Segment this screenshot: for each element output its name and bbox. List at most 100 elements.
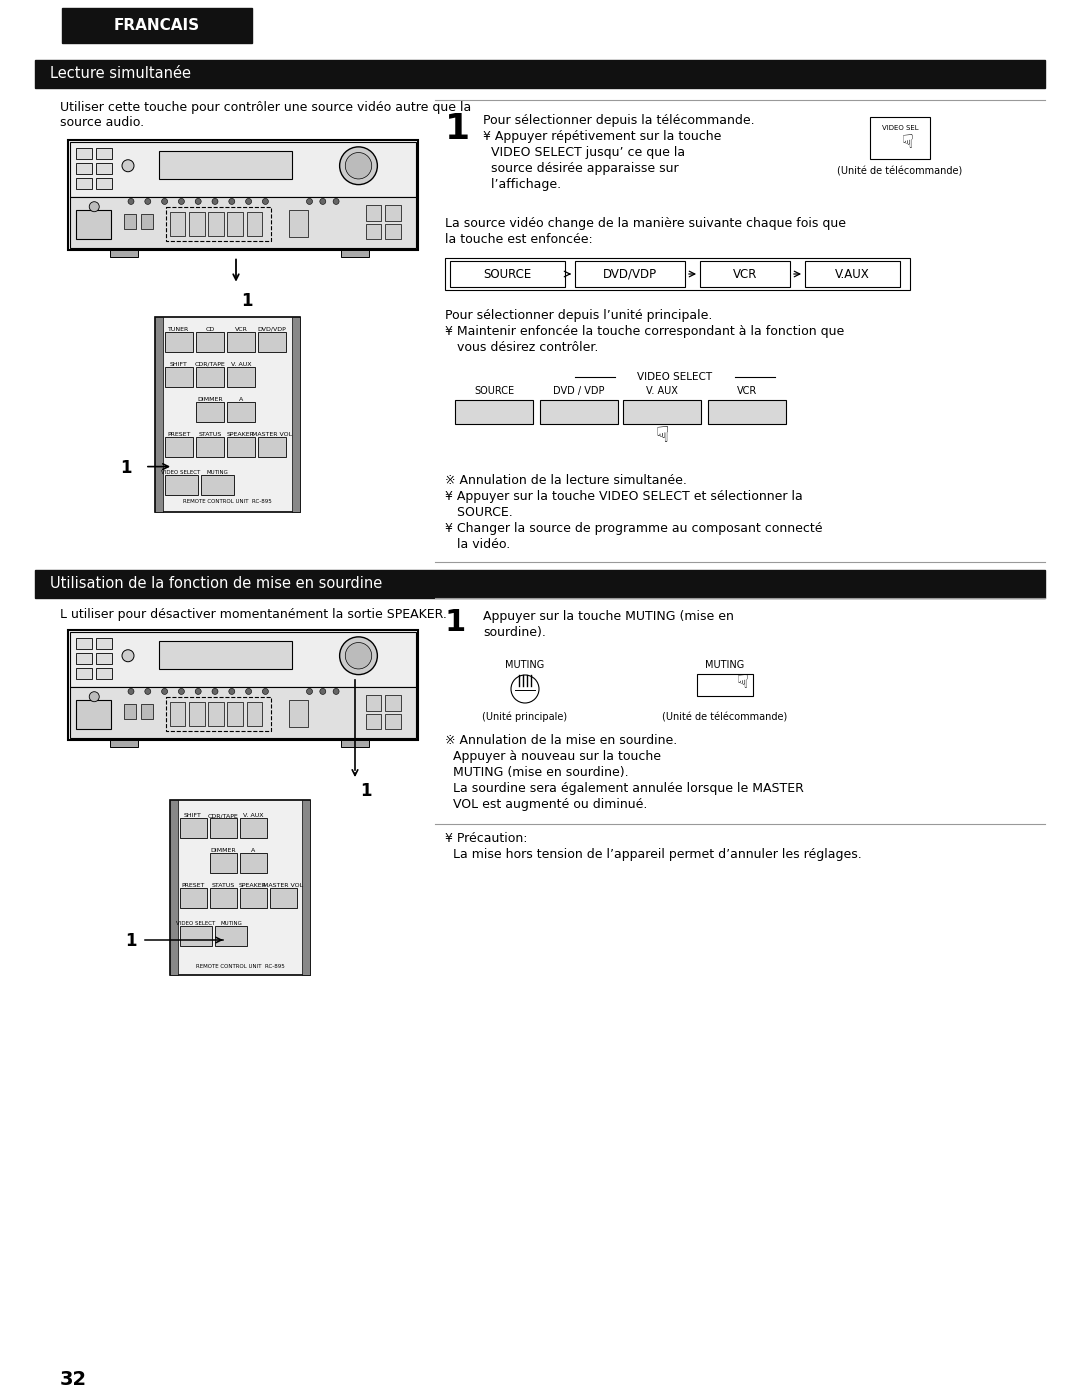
Text: La mise hors tension de l’appareil permet d’annuler les réglages.: La mise hors tension de l’appareil perme… [445, 848, 862, 860]
Circle shape [229, 199, 234, 204]
Text: A: A [239, 396, 243, 402]
Circle shape [245, 688, 252, 694]
Circle shape [229, 688, 234, 694]
Text: vous désirez contrôler.: vous désirez contrôler. [445, 341, 598, 354]
Text: Pour sélectionner depuis la télécommande.: Pour sélectionner depuis la télécommande… [483, 113, 755, 127]
Bar [240, 818, 267, 838]
Bar [215, 926, 247, 946]
Bar [258, 436, 286, 456]
Circle shape [145, 199, 151, 204]
Circle shape [162, 688, 167, 694]
Text: ¥ Appuyer sur la touche VIDEO SELECT et sélectionner la: ¥ Appuyer sur la touche VIDEO SELECT et … [445, 490, 802, 504]
Text: CDR/TAPE: CDR/TAPE [207, 813, 239, 818]
Bar [166, 697, 271, 732]
Bar [258, 332, 286, 351]
Text: La sourdine sera également annulée lorsque le MASTER: La sourdine sera également annulée lorsq… [445, 782, 804, 795]
Circle shape [346, 152, 372, 179]
Text: REMOTE CONTROL UNIT  RC-895: REMOTE CONTROL UNIT RC-895 [195, 964, 284, 970]
Bar [450, 262, 565, 287]
Bar [384, 206, 401, 221]
Circle shape [162, 199, 167, 204]
Text: PRESET: PRESET [181, 883, 205, 888]
Text: sourdine).: sourdine). [483, 625, 545, 639]
Text: La source vidéo change de la manière suivante chaque fois que: La source vidéo change de la manière sui… [445, 217, 846, 229]
Bar [96, 164, 112, 173]
Bar [159, 641, 292, 669]
Bar [156, 316, 300, 512]
Text: SHIFT: SHIFT [184, 813, 202, 818]
Circle shape [90, 691, 99, 702]
Circle shape [339, 147, 377, 185]
Circle shape [245, 199, 252, 204]
Circle shape [339, 637, 377, 674]
Bar [365, 713, 381, 729]
Bar [76, 638, 92, 649]
Text: Pour sélectionner depuis l’unité principale.: Pour sélectionner depuis l’unité princip… [445, 309, 713, 322]
Bar [76, 667, 92, 679]
Bar [384, 224, 401, 239]
Bar [246, 702, 262, 726]
Text: DIMMER: DIMMER [211, 848, 235, 853]
Text: STATUS: STATUS [212, 883, 234, 888]
Bar [70, 632, 416, 687]
Bar [166, 207, 271, 241]
Text: ※ Annulation de la mise en sourdine.: ※ Annulation de la mise en sourdine. [445, 734, 677, 747]
Bar [189, 213, 204, 236]
Bar [341, 250, 369, 256]
Bar [180, 818, 207, 838]
Bar [240, 853, 267, 873]
Bar [365, 695, 381, 711]
Bar [195, 402, 224, 421]
Bar [124, 214, 136, 229]
Text: VCR: VCR [733, 267, 757, 281]
Text: 1: 1 [241, 291, 253, 309]
Text: A: A [251, 848, 255, 853]
Bar [124, 704, 136, 719]
Circle shape [307, 688, 312, 694]
Circle shape [129, 199, 134, 204]
Circle shape [212, 688, 218, 694]
Text: V. AUX: V. AUX [231, 361, 252, 367]
Bar [189, 702, 204, 726]
Bar [62, 8, 252, 43]
Text: SHIFT: SHIFT [170, 361, 188, 367]
Text: MUTING (mise en sourdine).: MUTING (mise en sourdine). [445, 767, 629, 779]
Text: ※ Annulation de la lecture simultanée.: ※ Annulation de la lecture simultanée. [445, 474, 687, 487]
Text: MUTING: MUTING [220, 921, 242, 926]
Bar [96, 638, 112, 649]
Bar [208, 702, 224, 726]
Bar [210, 888, 237, 908]
Text: SOURCE: SOURCE [474, 386, 514, 396]
Text: STATUS: STATUS [199, 432, 221, 436]
Text: VIDEO SELECT: VIDEO SELECT [637, 372, 713, 382]
Text: 1: 1 [445, 112, 470, 145]
Bar [110, 740, 138, 747]
Text: ☟: ☟ [902, 133, 914, 152]
Bar [170, 800, 310, 975]
Bar [270, 888, 297, 908]
Text: MUTING: MUTING [206, 470, 228, 474]
Bar [445, 257, 910, 290]
Bar [288, 210, 308, 236]
Bar [76, 148, 92, 159]
Bar [288, 701, 308, 727]
Bar [365, 224, 381, 239]
Text: ¥ Précaution:: ¥ Précaution: [445, 832, 527, 845]
Bar [96, 178, 112, 189]
Text: CD: CD [205, 326, 215, 332]
Bar [210, 818, 237, 838]
Text: VCR: VCR [234, 326, 247, 332]
Bar [70, 687, 416, 739]
Text: REMOTE CONTROL UNIT  RC-895: REMOTE CONTROL UNIT RC-895 [183, 498, 271, 504]
Text: L utiliser pour désactiver momentanément la sortie SPEAKER.: L utiliser pour désactiver momentanément… [60, 609, 447, 621]
Bar [165, 332, 193, 351]
Bar [170, 800, 178, 975]
Bar [227, 436, 255, 456]
Bar [140, 214, 153, 229]
Bar [76, 178, 92, 189]
Circle shape [212, 199, 218, 204]
Text: ¥ Changer la source de programme au composant connecté: ¥ Changer la source de programme au comp… [445, 522, 823, 534]
Bar [35, 569, 1045, 597]
Text: ¥ Appuyer répétivement sur la touche: ¥ Appuyer répétivement sur la touche [483, 130, 721, 143]
Bar [195, 367, 224, 386]
